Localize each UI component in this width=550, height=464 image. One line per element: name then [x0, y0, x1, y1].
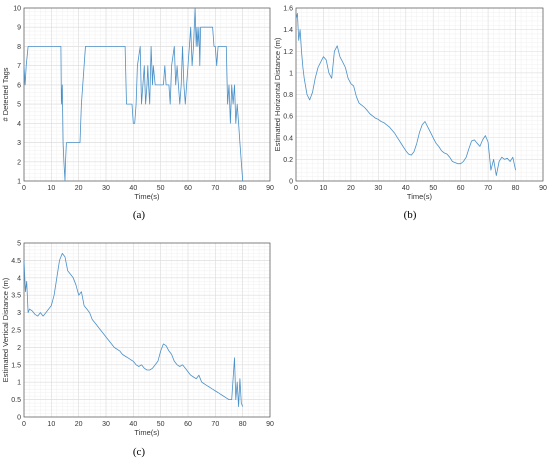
y-tick-label: 3	[17, 310, 21, 317]
chart-caption: (b)	[404, 209, 417, 221]
x-tick-label: 40	[129, 185, 137, 192]
x-tick-label: 50	[157, 421, 165, 428]
y-axis-label: Estimated Vertical Distance (m)	[1, 277, 10, 382]
series-line	[295, 12, 516, 177]
x-tick-label: 80	[239, 185, 247, 192]
y-tick-label: 7	[17, 63, 21, 70]
y-tick-label: 5	[17, 241, 21, 248]
x-axis-label: Time(s)	[134, 428, 160, 437]
x-tick-label: 0	[22, 421, 26, 428]
y-axis-label: Estimated Horizontal Distance (m)	[273, 37, 282, 151]
x-tick-label: 40	[129, 421, 137, 428]
x-tick-label: 40	[402, 185, 410, 192]
y-tick-label: 0	[17, 415, 21, 422]
chart-caption: (a)	[133, 209, 146, 221]
y-tick-label: 6	[17, 82, 21, 89]
axes-frame	[23, 242, 271, 418]
x-tick-label: 80	[512, 185, 520, 192]
y-tick-label: 2	[17, 345, 21, 352]
y-tick-label: 0.5	[11, 397, 21, 404]
y-tick-label: 1.2	[283, 49, 293, 56]
series-line	[23, 252, 244, 408]
x-tick-label: 0	[294, 185, 298, 192]
y-tick-label: 1	[289, 70, 293, 77]
x-axis-label: Time(s)	[407, 192, 433, 201]
y-tick-label: 1.6	[283, 6, 293, 13]
x-tick-label: 20	[75, 421, 83, 428]
chart-1: 0 10 20 30 40 50 60 70 80 90 1 2 3 4 5 6 7 8 9 10 Time(s) # D…	[1, 6, 274, 222]
y-tick-label: 0.8	[283, 92, 293, 99]
y-tick-label: 4	[17, 275, 21, 282]
chart-2: 0 10 20 30 40 50 60 70 80 90 0 0.2 0.4 0.6 0.8 1 1.2 1.4 1…	[273, 6, 547, 222]
x-tick-label: 20	[347, 185, 355, 192]
y-tick-label: 8	[17, 44, 21, 51]
y-tick-label: 5	[17, 102, 21, 109]
y-tick-label: 1	[17, 380, 21, 387]
y-tick-label: 1.4	[283, 27, 293, 34]
x-tick-label: 0	[22, 185, 26, 192]
y-tick-label: 1	[17, 179, 21, 186]
x-tick-label: 20	[75, 185, 83, 192]
x-tick-label: 10	[47, 421, 55, 428]
x-tick-label: 30	[102, 185, 110, 192]
y-tick-label: 4	[17, 121, 21, 128]
chart-3: 0 10 20 30 40 50 60 70 80 90 0 0.5 1 1.5 2 2.5 3 3.5 4 4.5 5…	[1, 241, 274, 459]
x-tick-label: 90	[266, 185, 274, 192]
y-tick-label: 4.5	[11, 258, 21, 265]
x-tick-label: 10	[320, 185, 328, 192]
x-tick-label: 70	[484, 185, 492, 192]
y-tick-label: 0.4	[283, 135, 293, 142]
x-tick-label: 50	[157, 185, 165, 192]
y-tick-label: 2	[17, 159, 21, 166]
x-tick-label: 60	[184, 421, 192, 428]
y-tick-label: 3.5	[11, 293, 21, 300]
y-tick-label: 2.5	[11, 328, 21, 335]
x-tick-label: 70	[211, 185, 219, 192]
y-tick-label: 1.5	[11, 362, 21, 369]
y-tick-label: 0.2	[283, 157, 293, 164]
chart-caption: (c)	[133, 446, 146, 458]
x-tick-label: 70	[211, 421, 219, 428]
x-axis-label: Time(s)	[134, 192, 160, 201]
x-tick-label: 60	[184, 185, 192, 192]
y-tick-label: 3	[17, 140, 21, 147]
x-tick-label: 60	[457, 185, 465, 192]
series-line	[23, 7, 244, 182]
y-tick-label: 0.6	[283, 114, 293, 121]
x-tick-label: 50	[429, 185, 437, 192]
plot-area	[24, 8, 270, 181]
x-tick-label: 90	[539, 185, 547, 192]
x-tick-label: 30	[102, 421, 110, 428]
y-tick-label: 10	[13, 6, 21, 13]
x-tick-label: 90	[266, 421, 274, 428]
x-tick-label: 30	[374, 185, 382, 192]
y-tick-label: 9	[17, 25, 21, 32]
axes-frame	[23, 7, 271, 182]
x-tick-label: 80	[239, 421, 247, 428]
y-axis-label: # Detected Tags	[1, 67, 10, 121]
x-tick-label: 10	[47, 185, 55, 192]
y-tick-label: 0	[289, 179, 293, 186]
axes-frame	[295, 7, 544, 182]
